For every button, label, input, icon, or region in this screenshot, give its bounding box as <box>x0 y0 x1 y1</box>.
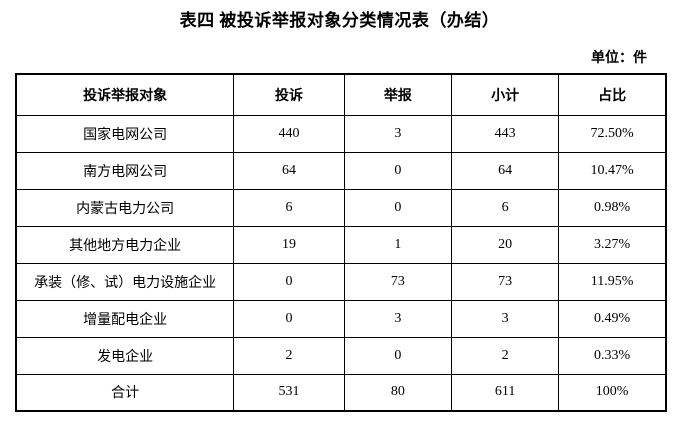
value-cell: 0.49% <box>558 299 667 338</box>
table-row: 增量配电企业 0 3 3 0.49% <box>15 299 667 338</box>
value-cell: 1 <box>343 225 453 264</box>
complaints-table: 投诉举报对象 投诉 举报 小计 占比 国家电网公司 440 3 443 72.50% 南方… <box>15 73 667 412</box>
page-title: 表四 被投诉举报对象分类情况表（办结） <box>179 11 500 30</box>
value-cell: 443 <box>450 114 560 153</box>
value-cell: 100% <box>558 373 667 412</box>
value-cell: 440 <box>233 114 345 153</box>
value-cell: 19 <box>233 225 345 264</box>
table-row: 其他地方电力企业 19 1 20 3.27% <box>15 225 667 264</box>
value-cell: 611 <box>450 373 560 412</box>
header-cell-reports: 举报 <box>343 73 453 116</box>
value-cell: 0.33% <box>558 336 667 375</box>
row-label-cell: 国家电网公司 <box>15 114 235 153</box>
row-label-cell: 合计 <box>15 373 235 412</box>
value-cell: 11.95% <box>558 262 667 301</box>
header-cell-subject: 投诉举报对象 <box>15 73 235 116</box>
value-cell: 0 <box>233 299 345 338</box>
row-label-cell: 承装（修、试）电力设施企业 <box>15 262 235 301</box>
value-cell: 6 <box>450 188 560 227</box>
value-cell: 3 <box>450 299 560 338</box>
row-label-cell: 其他地方电力企业 <box>15 225 235 264</box>
value-cell: 64 <box>233 151 345 190</box>
value-cell: 3 <box>343 299 453 338</box>
value-cell: 2 <box>233 336 345 375</box>
value-cell: 6 <box>233 188 345 227</box>
value-cell: 3 <box>343 114 453 153</box>
value-cell: 0 <box>343 188 453 227</box>
table-header-row: 投诉举报对象 投诉 举报 小计 占比 <box>15 73 667 116</box>
value-cell: 2 <box>450 336 560 375</box>
table-row: 国家电网公司 440 3 443 72.50% <box>15 114 667 153</box>
value-cell: 0 <box>343 151 453 190</box>
table-body: 国家电网公司 440 3 443 72.50% 南方电网公司 64 0 64 10.47% 内蒙古电… <box>15 114 667 412</box>
table-row: 发电企业 2 0 2 0.33% <box>15 336 667 375</box>
value-cell: 531 <box>233 373 345 412</box>
row-label-cell: 内蒙古电力公司 <box>15 188 235 227</box>
value-cell: 64 <box>450 151 560 190</box>
table-row: 南方电网公司 64 0 64 10.47% <box>15 151 667 190</box>
value-cell: 73 <box>343 262 453 301</box>
table-row: 内蒙古电力公司 6 0 6 0.98% <box>15 188 667 227</box>
header-cell-percentage: 占比 <box>558 73 667 116</box>
table-row: 合计 531 80 611 100% <box>15 373 667 412</box>
unit-label: 单位：件 <box>591 51 647 66</box>
table-row: 承装（修、试）电力设施企业 0 73 73 11.95% <box>15 262 667 301</box>
row-label-cell: 增量配电企业 <box>15 299 235 338</box>
header-cell-subtotal: 小计 <box>450 73 560 116</box>
header-cell-complaints: 投诉 <box>233 73 345 116</box>
row-label-cell: 发电企业 <box>15 336 235 375</box>
value-cell: 0 <box>233 262 345 301</box>
row-label-cell: 南方电网公司 <box>15 151 235 190</box>
value-cell: 80 <box>343 373 453 412</box>
value-cell: 20 <box>450 225 560 264</box>
value-cell: 0 <box>343 336 453 375</box>
value-cell: 0.98% <box>558 188 667 227</box>
value-cell: 73 <box>450 262 560 301</box>
value-cell: 3.27% <box>558 225 667 264</box>
value-cell: 10.47% <box>558 151 667 190</box>
value-cell: 72.50% <box>558 114 667 153</box>
